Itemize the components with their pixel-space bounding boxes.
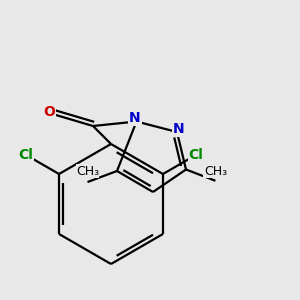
Text: CH₃: CH₃ [204, 165, 227, 178]
Text: N: N [129, 111, 141, 125]
Text: O: O [44, 106, 56, 119]
Text: N: N [173, 122, 184, 136]
Text: CH₃: CH₃ [76, 164, 99, 178]
Text: Cl: Cl [189, 148, 203, 162]
Text: Cl: Cl [19, 148, 33, 162]
